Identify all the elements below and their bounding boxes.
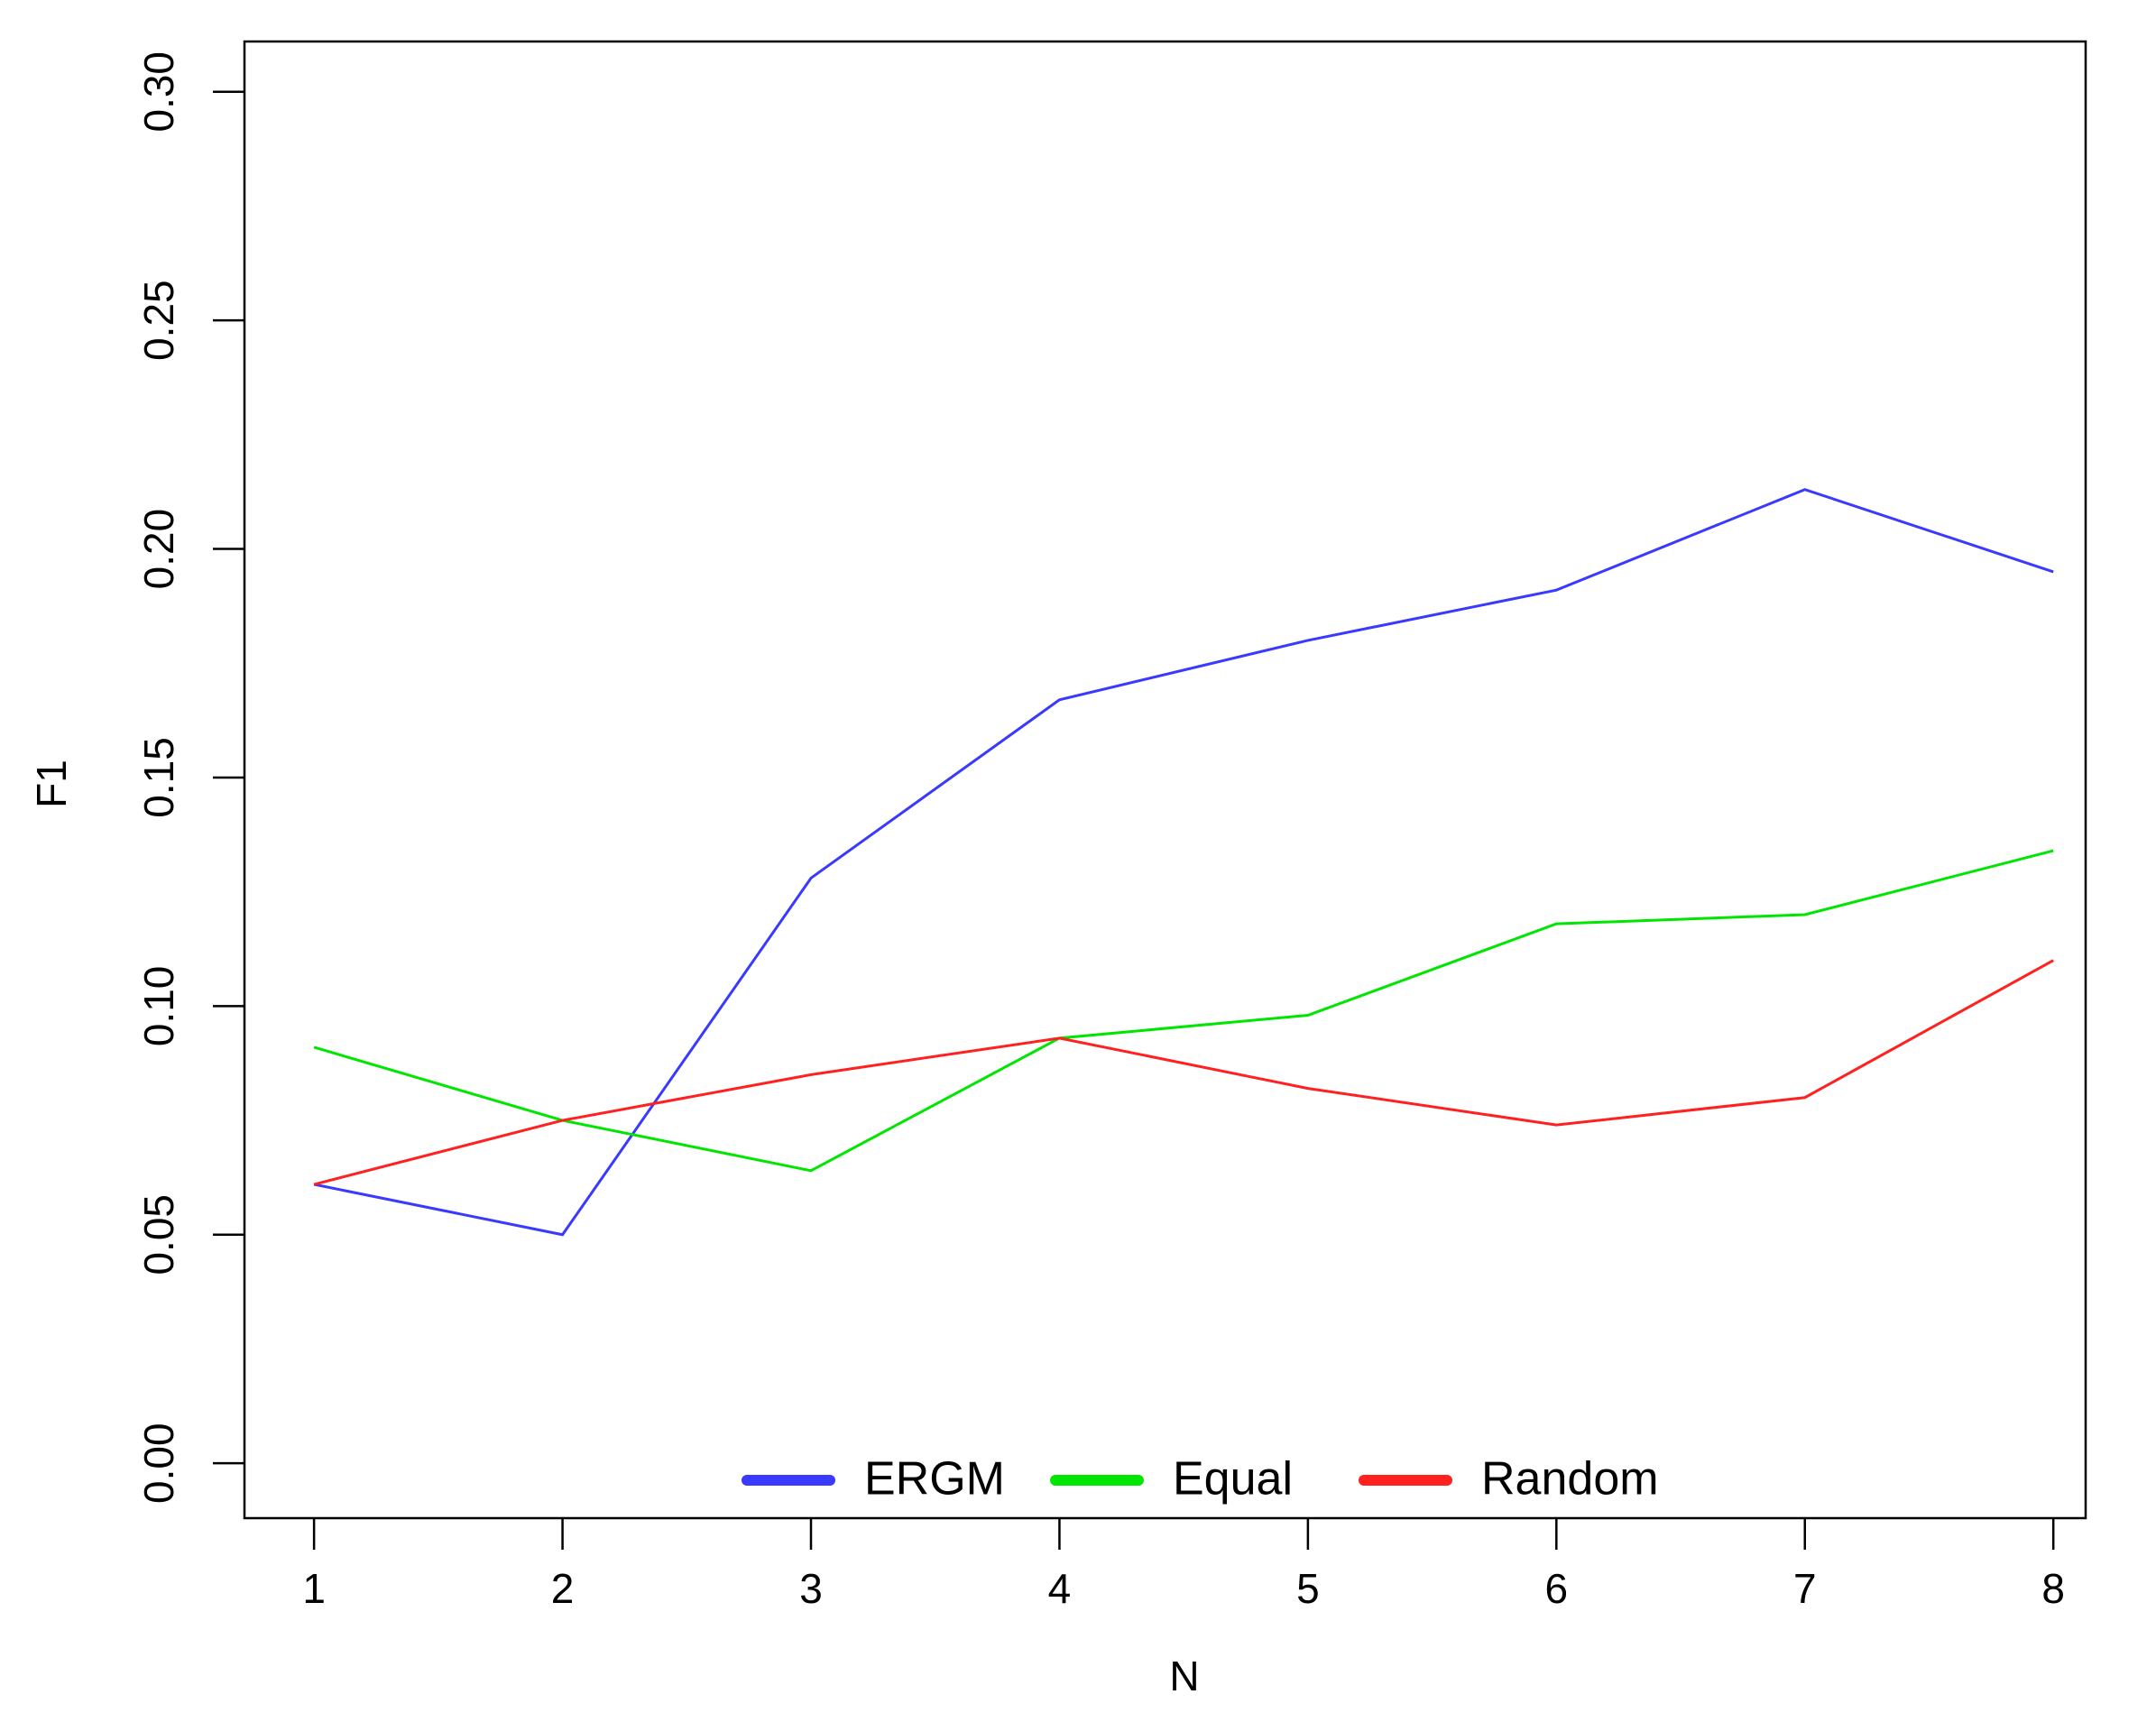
x-axis-label: N	[1169, 1653, 1199, 1699]
legend-label: ERGM	[864, 1453, 1005, 1506]
y-tick-label: 0.25	[135, 280, 182, 361]
series-line	[313, 849, 2054, 1173]
y-axis-label: F1	[28, 760, 75, 808]
x-tick-label: 8	[2041, 1565, 2065, 1612]
legend-label: Random	[1481, 1453, 1659, 1506]
y-tick-label: 0.10	[135, 966, 182, 1047]
y-tick-label: 0.00	[135, 1423, 182, 1504]
x-tick-label: 2	[551, 1565, 575, 1612]
x-tick-label: 7	[1793, 1565, 1817, 1612]
series-line	[313, 959, 2054, 1186]
y-tick-label: 0.30	[135, 51, 182, 133]
series-line	[313, 488, 2054, 1237]
plot-frame	[243, 40, 2087, 1520]
x-tick-label: 6	[1545, 1565, 1569, 1612]
x-tick-label: 3	[799, 1565, 823, 1612]
y-tick-label: 0.15	[135, 737, 182, 818]
y-tick-label: 0.05	[135, 1194, 182, 1275]
y-tick-label: 0.20	[135, 509, 182, 590]
x-tick-label: 1	[302, 1565, 326, 1612]
legend-label: Equal	[1173, 1453, 1293, 1506]
x-tick-label: 5	[1296, 1565, 1320, 1612]
x-tick-label: 4	[1048, 1565, 1072, 1612]
